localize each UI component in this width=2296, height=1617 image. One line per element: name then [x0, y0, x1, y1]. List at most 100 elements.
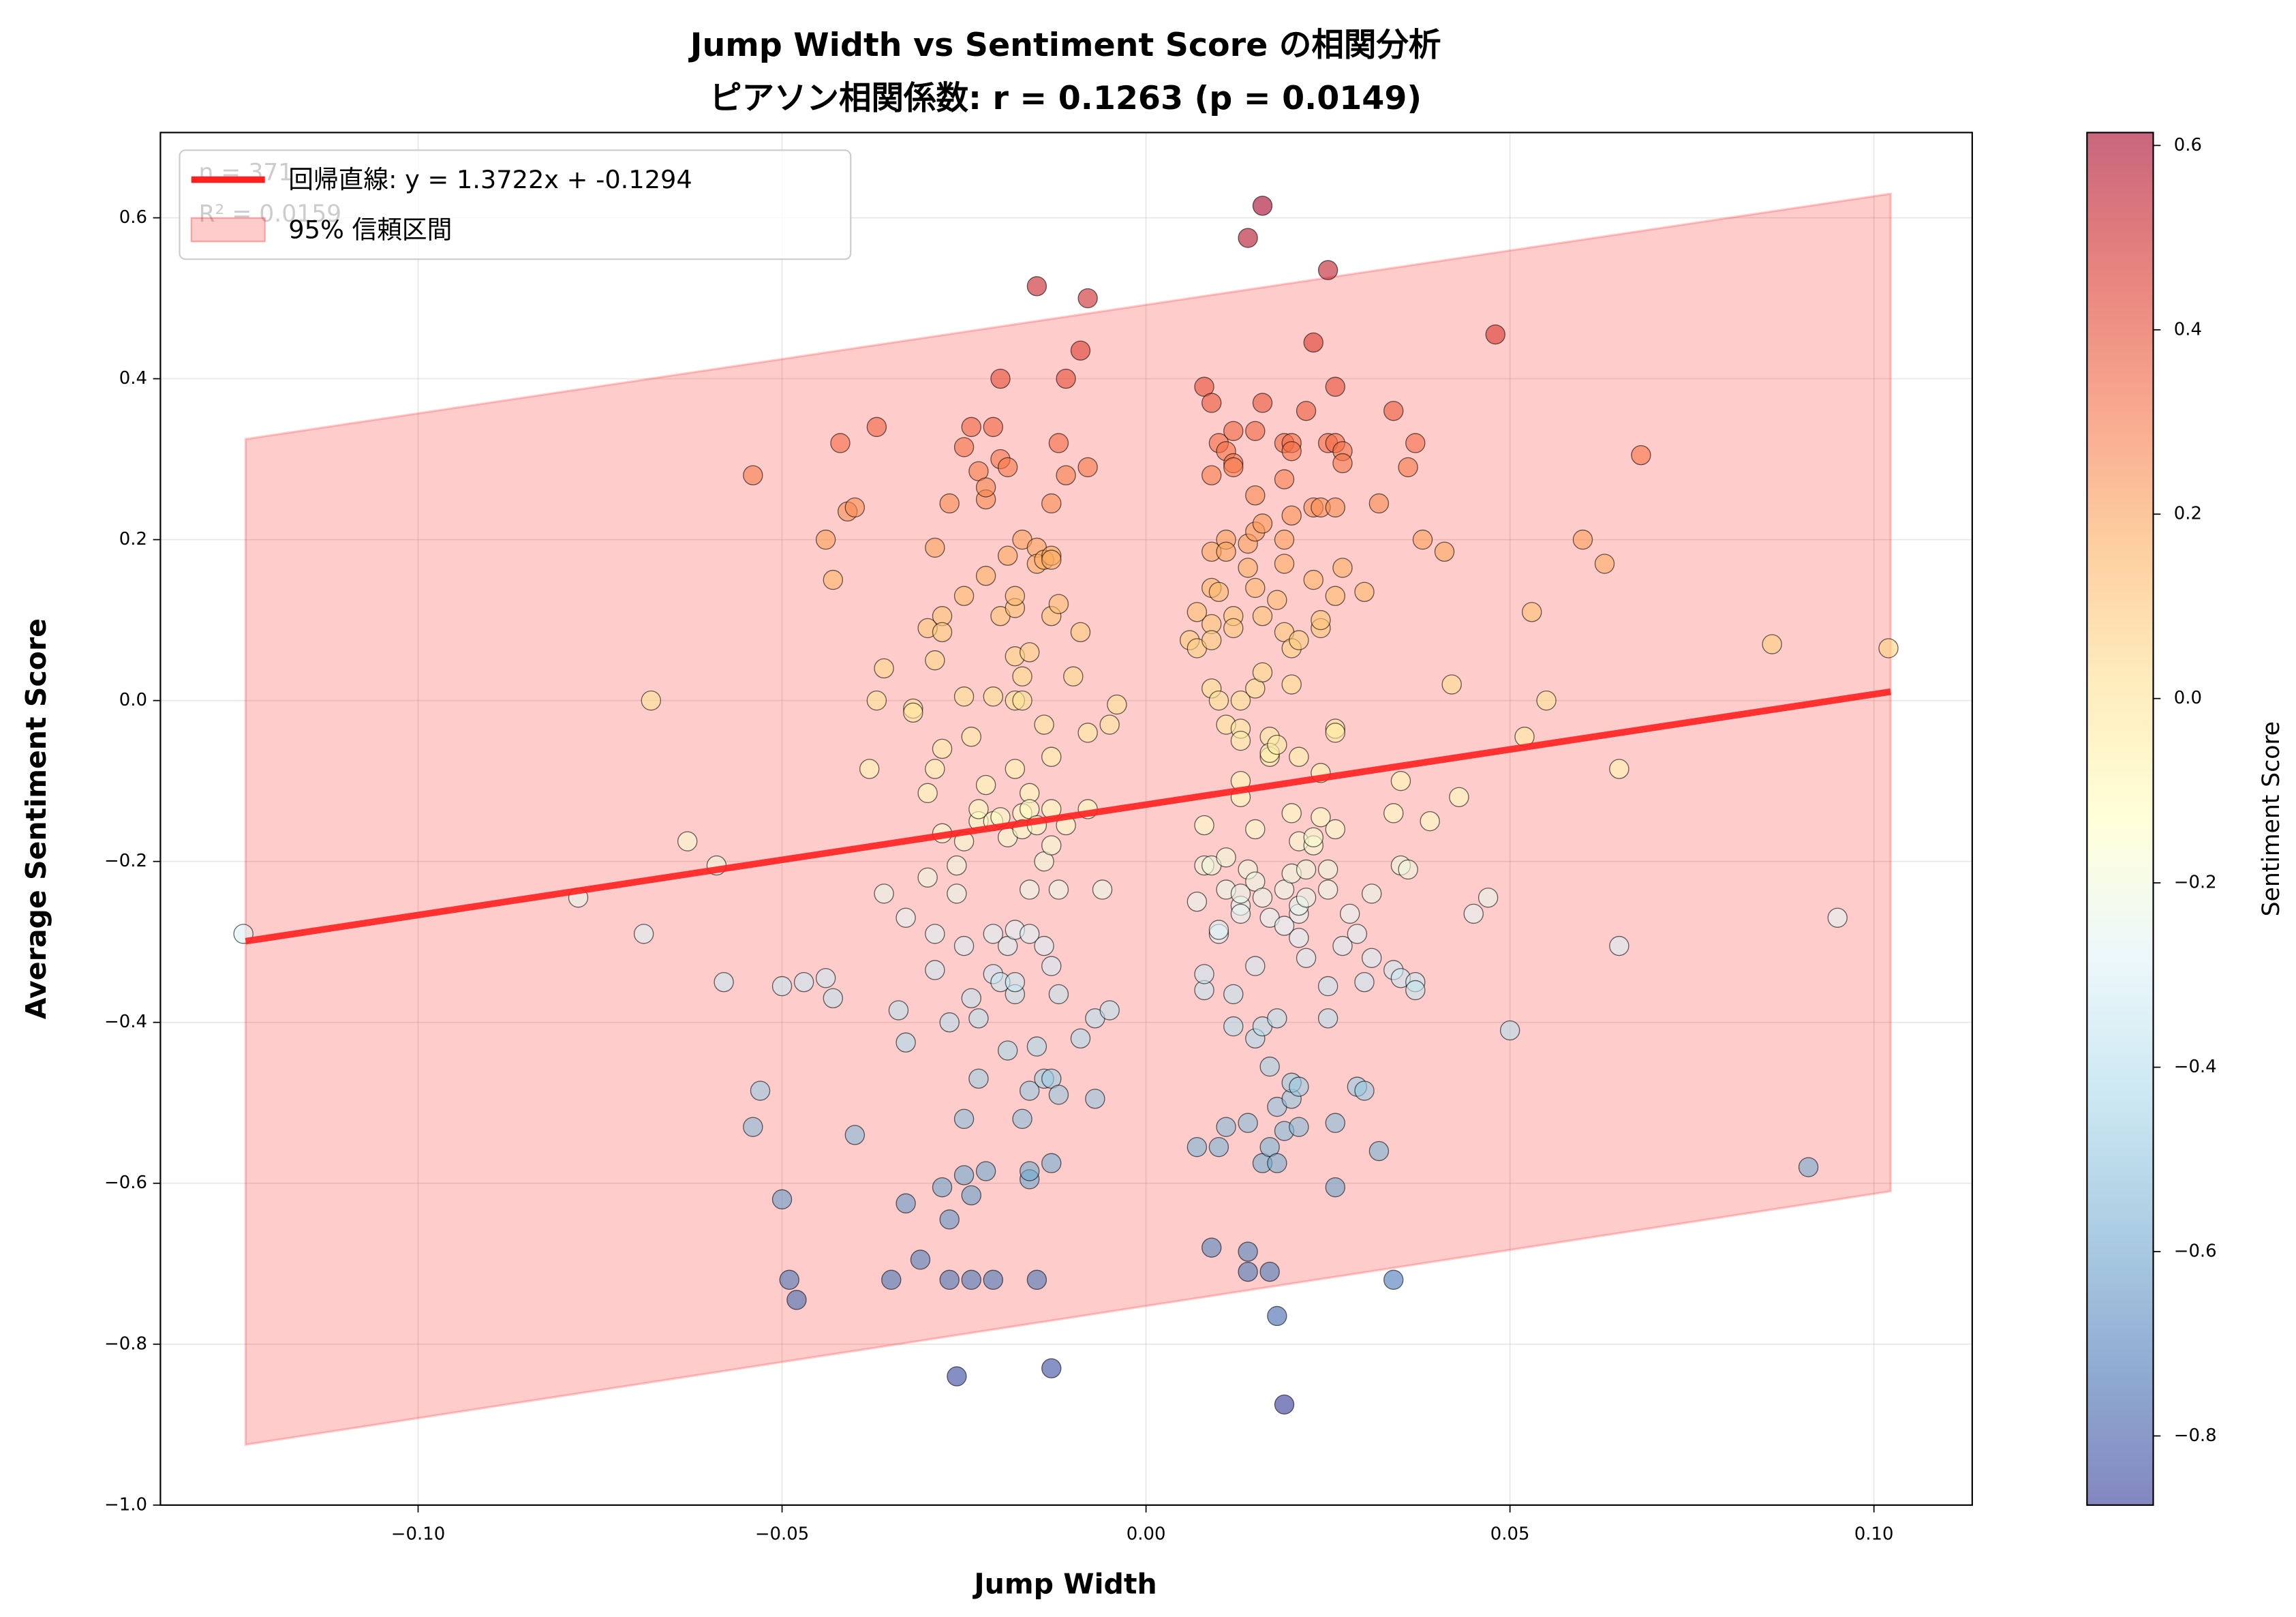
point — [1099, 714, 1120, 735]
point — [677, 831, 698, 851]
point — [961, 727, 981, 747]
point — [925, 537, 945, 558]
point — [1070, 340, 1091, 361]
x-tick-label: 0.10 — [1854, 1524, 1894, 1545]
chart-title: Jump Width vs Sentiment Score の相関分析 — [688, 27, 1441, 64]
point — [903, 702, 923, 723]
point — [1289, 630, 1309, 650]
point — [1230, 690, 1251, 711]
point — [1303, 332, 1323, 353]
point — [1216, 1117, 1236, 1137]
point — [1223, 618, 1244, 639]
point — [1325, 819, 1345, 840]
point — [1267, 590, 1287, 610]
point — [771, 976, 793, 997]
point — [1536, 690, 1557, 711]
point — [1048, 433, 1069, 453]
point — [1208, 690, 1229, 711]
point — [975, 1161, 996, 1181]
point — [633, 924, 654, 944]
point — [1208, 1136, 1229, 1158]
point — [983, 924, 1003, 944]
point — [1325, 1113, 1345, 1133]
point — [1238, 558, 1258, 578]
point — [1762, 634, 1782, 654]
point — [1077, 457, 1098, 478]
point — [961, 988, 981, 1008]
point — [844, 497, 866, 518]
point — [939, 1209, 960, 1230]
point — [1274, 916, 1295, 936]
point — [1245, 485, 1266, 506]
point — [1405, 433, 1426, 453]
point — [1347, 924, 1368, 944]
point — [896, 1032, 916, 1053]
point — [932, 622, 953, 643]
point — [953, 935, 975, 956]
point — [1362, 948, 1382, 968]
point — [1238, 1261, 1258, 1282]
legend-label: 回帰直線: y = 1.3722x + -0.1294 — [288, 165, 692, 194]
point — [910, 1250, 931, 1270]
point — [1238, 1113, 1258, 1133]
point — [815, 529, 836, 550]
point — [1012, 1108, 1032, 1130]
point — [830, 433, 851, 453]
point — [1317, 260, 1338, 280]
point — [1303, 569, 1323, 590]
point — [1383, 401, 1404, 421]
point — [1274, 1394, 1295, 1415]
point — [1383, 1269, 1404, 1290]
point — [1252, 888, 1273, 908]
point — [1230, 903, 1251, 924]
point — [1056, 368, 1076, 389]
point — [1296, 401, 1317, 421]
point — [1085, 1089, 1105, 1109]
point — [1201, 1237, 1222, 1258]
point — [1368, 1140, 1390, 1162]
point — [939, 493, 960, 514]
point — [1325, 376, 1345, 397]
point — [866, 690, 887, 711]
point — [1187, 891, 1208, 912]
point — [997, 457, 1018, 478]
point — [1230, 883, 1251, 904]
point — [1398, 457, 1418, 478]
point — [1194, 815, 1214, 836]
point — [1034, 935, 1054, 956]
point — [1317, 976, 1338, 997]
point — [1034, 714, 1054, 735]
point — [1252, 513, 1273, 534]
point — [823, 569, 844, 590]
point — [1289, 746, 1309, 767]
point — [1252, 196, 1273, 216]
point — [1317, 859, 1338, 880]
point — [1274, 554, 1295, 574]
point — [1412, 529, 1433, 550]
point — [1077, 723, 1098, 743]
point — [1259, 1261, 1280, 1282]
point — [1216, 541, 1236, 562]
point — [743, 1117, 763, 1137]
colorbar: −0.8 −0.6 −0.4 −0.2 0.0 0.2 0.4 0.6 — [2086, 132, 2217, 1506]
point — [975, 774, 996, 796]
point — [968, 1008, 989, 1029]
point — [1020, 1161, 1040, 1181]
point — [1223, 421, 1244, 441]
point — [1107, 694, 1127, 715]
point — [1245, 819, 1266, 840]
legend-band-swatch — [190, 217, 266, 243]
y-tick-label: −1.0 — [104, 1494, 147, 1515]
point — [947, 883, 967, 904]
point — [961, 1269, 981, 1290]
point — [786, 1290, 807, 1310]
point — [968, 1068, 989, 1089]
point — [1572, 529, 1593, 550]
x-tick-label: 0.00 — [1127, 1524, 1166, 1545]
point — [953, 686, 975, 707]
x-tick-label: 0.05 — [1490, 1524, 1530, 1545]
point — [925, 960, 945, 980]
point — [1041, 835, 1062, 856]
y-tick-label: −0.6 — [104, 1173, 147, 1193]
point — [1005, 972, 1026, 993]
